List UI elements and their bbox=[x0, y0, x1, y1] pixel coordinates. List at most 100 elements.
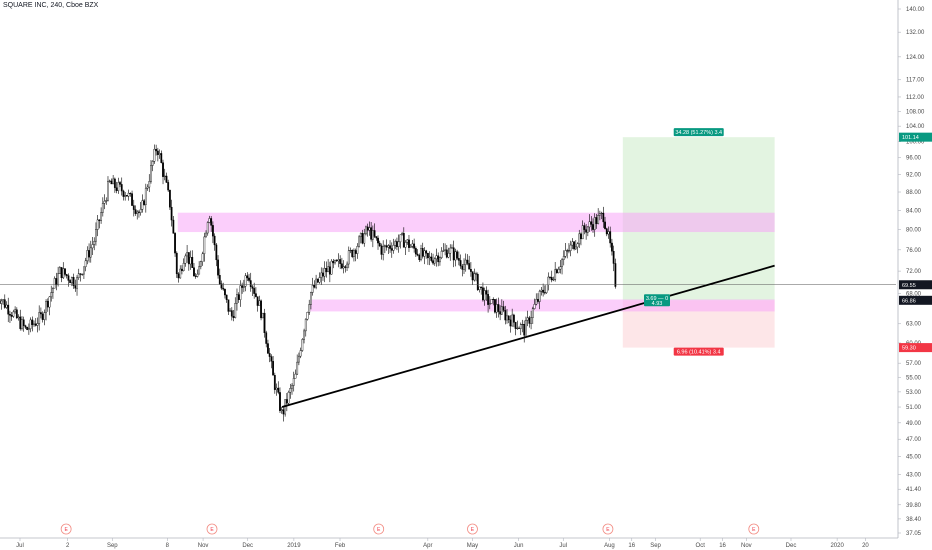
candle-body bbox=[485, 290, 488, 295]
candle-body bbox=[224, 289, 226, 296]
candle-body bbox=[576, 243, 579, 248]
price-tag-2: 59.30 bbox=[899, 343, 932, 353]
candle-body bbox=[380, 245, 383, 255]
candle-body bbox=[31, 319, 34, 325]
candle-body bbox=[191, 257, 194, 268]
candle-body bbox=[5, 304, 8, 308]
earnings-icon-circle bbox=[748, 523, 760, 535]
candle-body bbox=[187, 252, 190, 265]
candle-body bbox=[239, 285, 242, 300]
candle-body bbox=[451, 247, 453, 249]
candle-body bbox=[571, 241, 574, 246]
candle-body bbox=[530, 317, 532, 324]
candle-body bbox=[225, 294, 228, 300]
candle-body bbox=[179, 268, 182, 279]
candle-body bbox=[175, 252, 178, 274]
candle-body bbox=[339, 259, 342, 264]
candle-body bbox=[206, 222, 209, 234]
candle-body bbox=[562, 256, 565, 260]
candle-body bbox=[363, 233, 366, 244]
time-tick-label: 16 bbox=[628, 543, 635, 549]
candle-body bbox=[397, 241, 400, 248]
candle-body bbox=[378, 242, 381, 247]
price-tick-label: 140.00 bbox=[906, 7, 925, 13]
candle-body bbox=[253, 288, 256, 294]
candle-body bbox=[263, 312, 266, 333]
price-tick-label: 49.00 bbox=[906, 421, 922, 427]
time-axis[interactable]: Jul 2 Sep 8 Nov Dec 2019 Feb Apr May Jun Jul Aug 16 Se… bbox=[0, 537, 898, 549]
candle-body bbox=[590, 221, 593, 225]
current-price-tag-bg bbox=[899, 280, 932, 290]
candle-body bbox=[547, 276, 550, 285]
candle-body bbox=[337, 259, 340, 262]
candle-body bbox=[385, 245, 388, 248]
candle-body bbox=[552, 279, 555, 281]
candle-body bbox=[96, 219, 99, 230]
candle-body bbox=[93, 240, 96, 245]
candle-body bbox=[57, 273, 60, 285]
price-tick-label: 96.00 bbox=[906, 156, 922, 162]
lines-layer: 34.28 (51.27%) 3.4 6.96 (10.41%) 3.4 3.69 … bbox=[0, 128, 896, 408]
candles-layer bbox=[0, 144, 617, 422]
candle-body bbox=[583, 225, 586, 230]
candle-body bbox=[41, 313, 44, 320]
candle-body bbox=[236, 294, 238, 304]
time-tick-label: Sep bbox=[650, 543, 661, 549]
candle-body bbox=[598, 213, 601, 216]
candle-body bbox=[287, 392, 290, 404]
candle-body bbox=[480, 286, 483, 288]
candle-body bbox=[134, 209, 137, 214]
candle-body bbox=[74, 285, 77, 289]
candle-body bbox=[110, 180, 113, 185]
candle-body bbox=[203, 236, 206, 255]
candle-body bbox=[205, 232, 207, 238]
candle-body bbox=[540, 289, 543, 292]
price-tick-label: 88.00 bbox=[906, 190, 922, 196]
candle-body bbox=[335, 260, 338, 262]
candle-body bbox=[88, 250, 90, 258]
candle-body bbox=[131, 193, 133, 206]
candle-body bbox=[365, 226, 367, 235]
candle-body bbox=[330, 260, 333, 275]
candle-body bbox=[296, 361, 299, 375]
candle-body bbox=[169, 189, 171, 208]
candle-body bbox=[549, 276, 551, 278]
candle-body bbox=[401, 233, 403, 235]
candle-body bbox=[406, 239, 409, 243]
candle-body bbox=[413, 243, 416, 249]
candle-body bbox=[86, 250, 89, 262]
candle-body bbox=[347, 250, 350, 265]
candle-body bbox=[433, 258, 436, 264]
candle-body bbox=[320, 272, 323, 278]
candle-body bbox=[143, 200, 146, 205]
candle-body bbox=[136, 211, 139, 214]
candle-body bbox=[122, 190, 125, 197]
candle-body bbox=[473, 273, 476, 281]
candle-body bbox=[490, 298, 493, 304]
candle-body bbox=[373, 230, 376, 237]
candle-body bbox=[108, 180, 111, 182]
candle-body bbox=[318, 277, 321, 283]
candle-body bbox=[366, 226, 369, 231]
candle-body bbox=[497, 304, 500, 312]
price-tick-label: 76.00 bbox=[906, 248, 922, 254]
candle-body bbox=[260, 300, 262, 319]
candle-body bbox=[194, 275, 197, 277]
candle-body bbox=[578, 233, 581, 245]
candle-body bbox=[612, 250, 615, 264]
candle-body bbox=[564, 250, 567, 257]
candle-body bbox=[514, 322, 517, 329]
candle-body bbox=[597, 214, 600, 224]
candle-body bbox=[52, 288, 54, 293]
candle-body bbox=[581, 225, 584, 240]
price-axis[interactable]: 140.00 132.00 124.00 117.00 112.00 108.00 104.… bbox=[897, 0, 925, 538]
candle-body bbox=[349, 250, 352, 252]
candle-body bbox=[14, 309, 17, 313]
time-tick-label: Apr bbox=[423, 543, 432, 549]
ratio-label: 3.69 — 04.93 bbox=[644, 294, 670, 307]
candle-body bbox=[95, 229, 97, 242]
candle-body bbox=[21, 319, 23, 329]
candle-body bbox=[542, 289, 545, 293]
candle-body bbox=[322, 272, 324, 277]
